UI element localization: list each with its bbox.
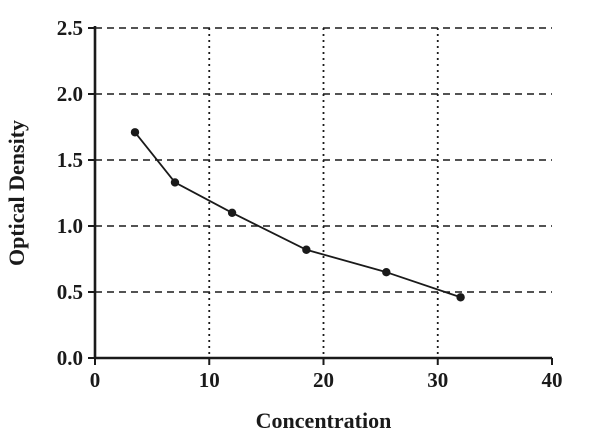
x-axis-tick-label: 0 [90, 368, 101, 392]
x-axis-title: Concentration [256, 408, 392, 433]
data-point [227, 208, 237, 217]
data-point [130, 128, 140, 137]
y-axis-tick-label: 2.0 [57, 82, 83, 106]
x-axis-tick-label: 10 [199, 368, 220, 392]
data-point [382, 268, 391, 277]
y-axis-tick-label: 0.0 [57, 346, 83, 370]
data-point [170, 178, 180, 187]
y-axis-tick-label: 0.5 [57, 280, 83, 304]
y-axis-tick-label: 2.5 [57, 16, 83, 40]
x-axis-tick-label: 30 [427, 368, 448, 392]
data-point [302, 245, 311, 254]
y-axis-tick-label: 1.5 [57, 148, 83, 172]
x-axis-tick-label: 20 [313, 368, 334, 392]
x-axis-tick-label: 40 [542, 368, 563, 392]
series-line [134, 131, 461, 299]
y-axis-title: Optical Density [4, 120, 29, 266]
y-axis-tick-label: 1.0 [57, 214, 83, 238]
data-point [456, 293, 465, 302]
